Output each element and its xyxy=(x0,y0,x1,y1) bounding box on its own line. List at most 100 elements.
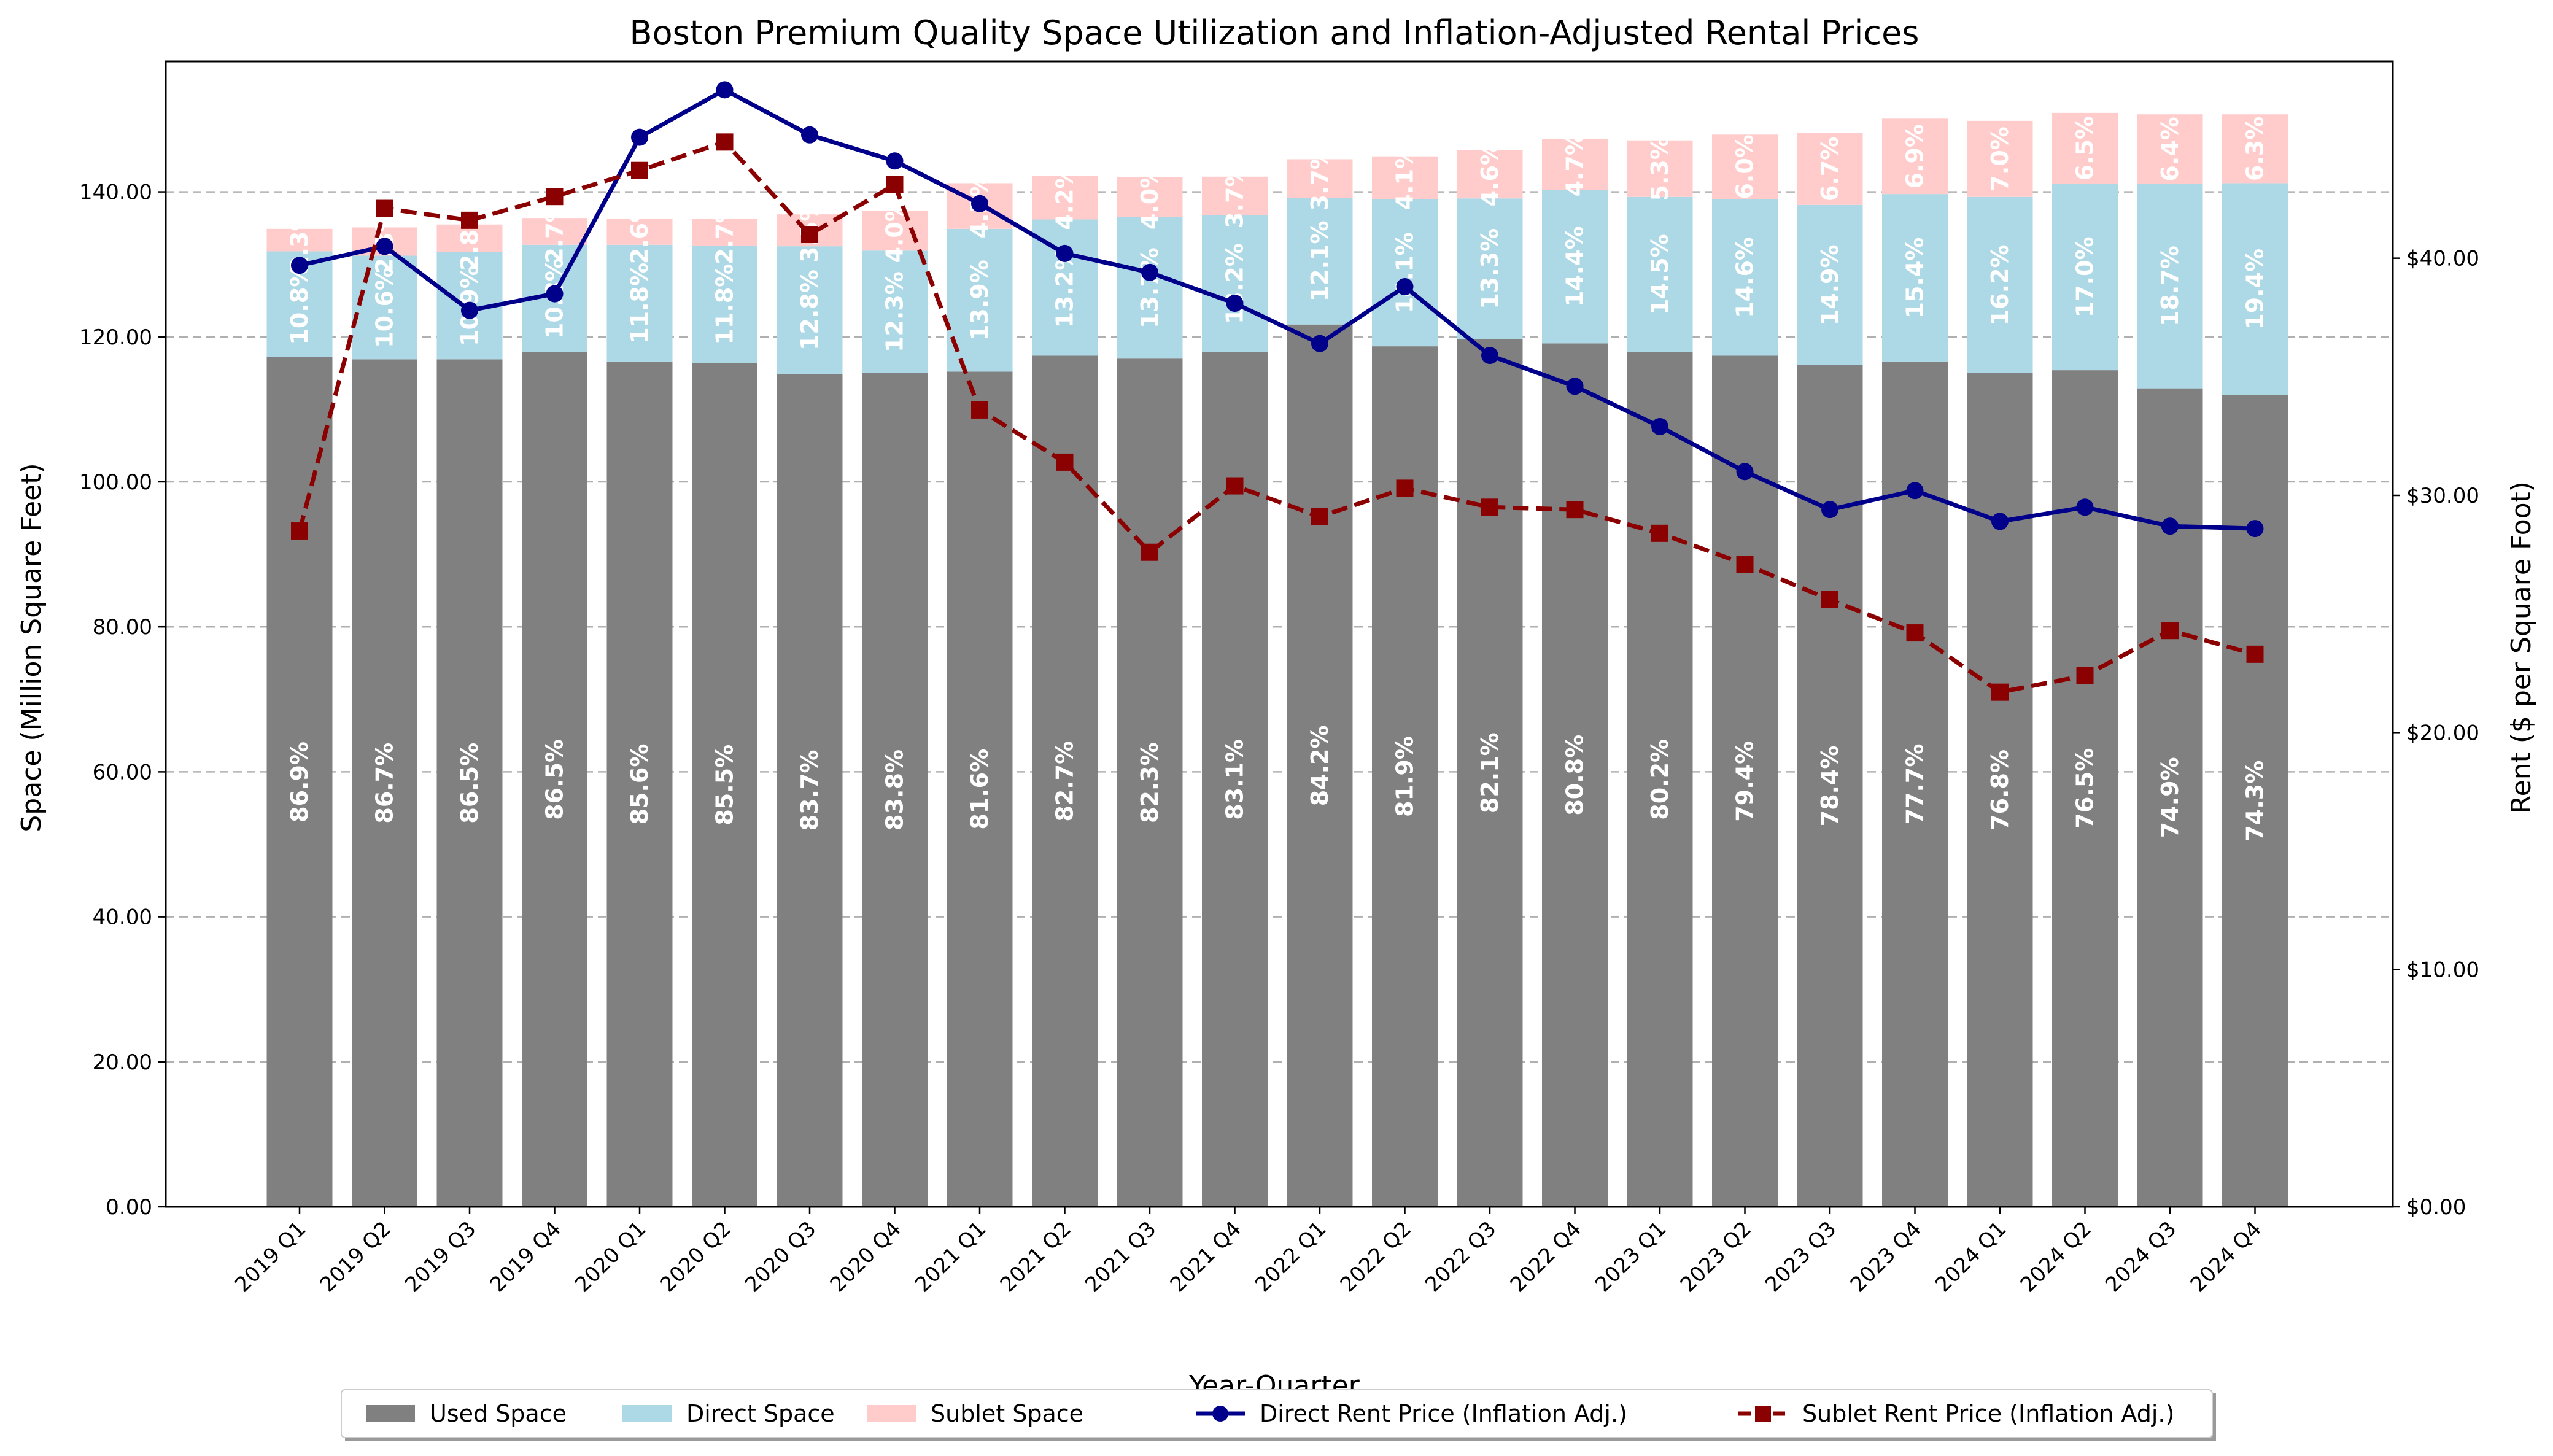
used-space-label: 77.7% xyxy=(1902,744,1929,825)
used-space-label: 86.5% xyxy=(456,743,483,824)
sublet-rent-price-inflation-adj-point xyxy=(1906,624,1924,642)
sublet-space-label: 3.7% xyxy=(1306,146,1333,211)
x-tick-label: 2023 Q4 xyxy=(1846,1217,1926,1297)
direct-rent-price-inflation-adj-point xyxy=(1056,244,1074,262)
used-space-label: 83.7% xyxy=(796,750,823,831)
sublet-space-label: 2.7% xyxy=(711,199,738,264)
sublet-space-bar xyxy=(1797,133,1863,205)
direct-rent-price-inflation-adj-point xyxy=(1906,482,1924,500)
direct-space-bar xyxy=(1202,215,1268,352)
used-space-label: 76.5% xyxy=(2072,748,2099,829)
sublet-space-label: 6.3% xyxy=(2242,117,2269,181)
sublet-space-label: 2.6% xyxy=(626,199,653,264)
y2-tick-label: $30.00 xyxy=(2406,484,2479,508)
direct-space-label: 14.4% xyxy=(1562,226,1589,307)
direct-rent-price-inflation-adj-point xyxy=(1141,263,1158,281)
direct-space-bar xyxy=(1542,190,1608,344)
direct-space-label: 18.7% xyxy=(2156,246,2183,327)
direct-rent-price-inflation-adj-point xyxy=(1736,463,1754,481)
sublet-space-bar xyxy=(606,219,673,245)
direct-rent-price-inflation-adj-point xyxy=(461,301,478,319)
sublet-space-label: 4.2% xyxy=(1052,165,1079,230)
used-space-label: 76.8% xyxy=(1986,749,2013,831)
sublet-space-label: 2.7% xyxy=(541,199,568,263)
sublet-space-bar xyxy=(2052,112,2118,184)
x-tick-label: 2020 Q1 xyxy=(570,1217,651,1297)
y-axis-title: Space (Million Square Feet) xyxy=(16,463,47,832)
sublet-space-label: 3.7% xyxy=(1222,163,1249,228)
x-tick-label: 2024 Q1 xyxy=(1931,1217,2011,1297)
direct-rent-price-inflation-adj-legend-marker xyxy=(1212,1406,1228,1422)
used-space-label: 82.7% xyxy=(1052,741,1079,822)
x-tick-label: 2020 Q2 xyxy=(656,1217,736,1297)
used-space-bar xyxy=(1627,352,1693,1207)
sublet-space-label: 6.7% xyxy=(1816,137,1843,201)
direct-space-label: 11.8% xyxy=(626,263,653,344)
direct-space-label: 14.6% xyxy=(1732,237,1759,318)
x-tick-label: 2021 Q4 xyxy=(1166,1217,1246,1297)
sublet-space-bar xyxy=(1882,118,1948,195)
sublet-space-label: 7.0% xyxy=(1986,126,2013,191)
sublet-rent-price-inflation-adj-point xyxy=(631,161,648,179)
sublet-rent-price-inflation-adj-legend-marker xyxy=(1755,1406,1771,1422)
sublet-space-bar xyxy=(1287,159,1353,198)
sublet-space-label: 6.9% xyxy=(1902,124,1929,188)
direct-space-label: 11.8% xyxy=(711,264,738,345)
used-space-bar xyxy=(947,371,1013,1207)
used-space-bar xyxy=(436,359,503,1207)
direct-rent-price-inflation-adj-legend-label: Direct Rent Price (Inflation Adj.) xyxy=(1260,1400,1627,1427)
used-space-legend-label: Used Space xyxy=(430,1400,567,1427)
sublet-rent-price-inflation-adj-point xyxy=(801,226,818,244)
direct-space-bar xyxy=(1287,198,1353,325)
sublet-rent-price-inflation-adj-point xyxy=(1651,524,1668,542)
used-space-label: 86.7% xyxy=(371,743,398,824)
sublet-space-bar xyxy=(862,211,928,251)
x-tick-label: 2023 Q1 xyxy=(1590,1217,1671,1297)
direct-space-label: 14.9% xyxy=(1816,244,1843,325)
x-tick-label: 2021 Q3 xyxy=(1080,1217,1161,1297)
y-tick-label: 40.00 xyxy=(93,905,152,930)
used-space-bar xyxy=(1457,339,1523,1207)
direct-space-label: 10.6% xyxy=(371,267,398,348)
sublet-space-bar xyxy=(1967,120,2033,197)
sublet-space-bar xyxy=(1117,177,1183,217)
sublet-rent-price-inflation-adj-point xyxy=(1736,556,1754,573)
y2-tick-label: $20.00 xyxy=(2406,721,2479,745)
sublet-space-label: 4.7% xyxy=(1562,132,1589,196)
used-space-bar xyxy=(1287,324,1353,1207)
direct-space-label: 12.8% xyxy=(796,269,823,350)
x-tick-label: 2021 Q1 xyxy=(910,1217,991,1297)
direct-space-bar xyxy=(862,250,928,373)
used-space-bar xyxy=(1117,358,1183,1207)
direct-space-legend-swatch xyxy=(622,1405,672,1422)
sublet-rent-price-inflation-adj-point xyxy=(1056,453,1074,471)
direct-rent-price-inflation-adj-line xyxy=(299,87,2255,531)
direct-rent-price-inflation-adj-point xyxy=(1481,347,1498,365)
lines-layer xyxy=(291,81,2264,701)
y-tick-label: 140.00 xyxy=(79,180,152,205)
sublet-space-legend-swatch xyxy=(867,1405,916,1422)
direct-rent-price-inflation-adj-point xyxy=(1311,335,1328,352)
used-space-bar xyxy=(1542,343,1608,1207)
y-tick-label: 80.00 xyxy=(93,615,152,640)
sublet-space-bar xyxy=(2222,114,2288,184)
direct-space-legend-label: Direct Space xyxy=(686,1400,835,1427)
used-space-label: 74.3% xyxy=(2242,761,2269,842)
sublet-rent-price-inflation-adj-point xyxy=(1566,501,1584,519)
direct-rent-price-inflation-adj-point xyxy=(2076,498,2094,516)
direct-space-label: 13.2% xyxy=(1222,243,1249,324)
used-space-bar xyxy=(606,361,673,1207)
sublet-rent-price-inflation-adj-point xyxy=(971,401,988,419)
sublet-rent-price-inflation-adj-point xyxy=(716,133,734,151)
direct-rent-price-inflation-adj-point xyxy=(546,285,564,303)
direct-rent-price-inflation-adj-point xyxy=(801,126,818,144)
direct-space-bar xyxy=(692,245,757,363)
used-space-label: 83.1% xyxy=(1222,739,1249,820)
sublet-space-label: 6.4% xyxy=(2156,117,2183,181)
direct-rent-price-inflation-adj-point xyxy=(886,152,904,170)
sublet-rent-price-inflation-adj-point xyxy=(1141,543,1158,561)
used-space-label: 84.2% xyxy=(1306,725,1333,806)
sublet-space-bar xyxy=(1372,156,1438,199)
direct-rent-price-inflation-adj-point xyxy=(1226,295,1244,312)
